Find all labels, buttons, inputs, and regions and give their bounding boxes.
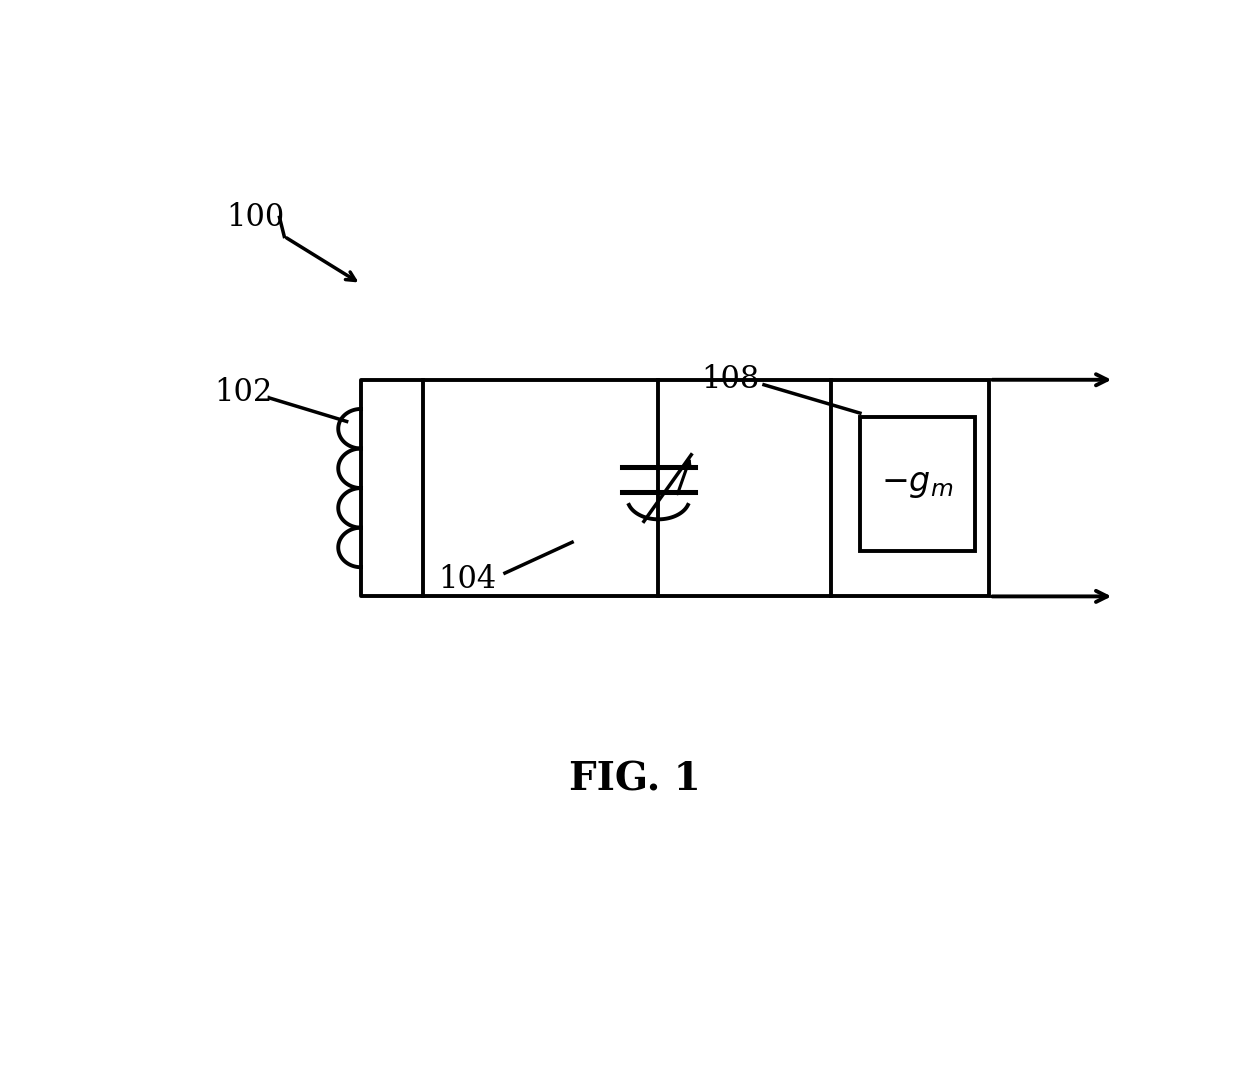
- Text: 102: 102: [214, 377, 272, 408]
- Text: 104: 104: [438, 564, 496, 595]
- Polygon shape: [860, 418, 976, 551]
- Text: 100: 100: [227, 202, 285, 233]
- Text: $-g_m$: $-g_m$: [881, 467, 953, 500]
- Text: 108: 108: [702, 365, 760, 395]
- Text: FIG. 1: FIG. 1: [568, 761, 701, 799]
